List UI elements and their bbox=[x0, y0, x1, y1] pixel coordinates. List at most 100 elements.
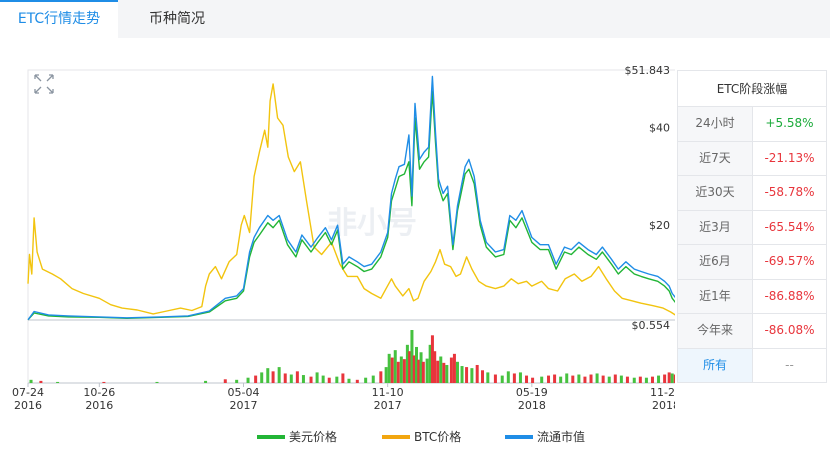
volume-bar bbox=[559, 376, 563, 383]
series-line-1 bbox=[27, 83, 675, 316]
volume-bar bbox=[601, 375, 605, 383]
x-tick-label: 07-24 bbox=[12, 386, 44, 399]
table-row: 近6月 -69.57% bbox=[678, 245, 827, 280]
volume-bar bbox=[525, 375, 529, 383]
volume-bar bbox=[271, 371, 275, 383]
volume-bar bbox=[657, 375, 661, 383]
volume-bar bbox=[433, 351, 437, 383]
series-line-0 bbox=[27, 90, 675, 321]
x-tick-label: 11-25 bbox=[650, 386, 675, 399]
x-tick-year: 2018 bbox=[652, 399, 675, 412]
price-chart: 非小号 $51.843$40$20$0.55407-24201610-26201… bbox=[12, 64, 675, 412]
legend-label-btc: BTC价格 bbox=[414, 430, 462, 444]
expand-icon[interactable] bbox=[32, 72, 56, 96]
volume-bar bbox=[223, 379, 227, 383]
tab-bar: ETC行情走势 币种简况 bbox=[0, 0, 830, 38]
period-change-value: -86.88% bbox=[753, 279, 827, 313]
volume-bar bbox=[565, 373, 569, 383]
volume-bar bbox=[387, 353, 391, 383]
volume-bar bbox=[632, 377, 636, 383]
legend-label-mcap: 流通市值 bbox=[537, 430, 586, 444]
etc-stage-change-table: ETC阶段涨幅 24小时 +5.58% 近7天 -21.13% 近30天 -58.78% 近… bbox=[677, 70, 827, 383]
volume-bar bbox=[408, 351, 412, 383]
volume-bar bbox=[321, 375, 325, 383]
period-change-value: -69.57% bbox=[753, 245, 827, 279]
volume-bar bbox=[309, 376, 313, 383]
volume-bar bbox=[452, 353, 456, 383]
period-label: 近30天 bbox=[678, 176, 753, 210]
volume-bar bbox=[650, 376, 654, 383]
volume-bar bbox=[428, 344, 432, 383]
volume-bar bbox=[613, 374, 617, 383]
legend-usd-price[interactable]: 美元价格 bbox=[257, 428, 337, 446]
period-change-value: +5.58% bbox=[753, 107, 827, 141]
volume-bar bbox=[430, 335, 434, 383]
volume-bar bbox=[410, 330, 414, 383]
volume-bar bbox=[289, 374, 293, 383]
legend-btc-price[interactable]: BTC价格 bbox=[382, 428, 461, 446]
volume-bar bbox=[155, 381, 159, 383]
volume-bar bbox=[405, 344, 409, 383]
y-axis-label: $51.843 bbox=[625, 64, 671, 77]
legend-swatch-usd bbox=[257, 434, 285, 439]
legend-swatch-btc bbox=[382, 434, 410, 439]
volume-bar bbox=[56, 381, 60, 383]
volume-bar bbox=[518, 372, 522, 383]
volume-bar bbox=[102, 381, 106, 383]
table-row: 今年来 -86.08% bbox=[678, 314, 827, 349]
period-label: 24小时 bbox=[678, 107, 753, 141]
volume-bar bbox=[379, 371, 383, 383]
volume-bar bbox=[393, 350, 397, 383]
volume-bar bbox=[455, 361, 459, 383]
volume-bar bbox=[384, 367, 388, 383]
volume-bar bbox=[547, 375, 551, 383]
volume-bar bbox=[540, 376, 544, 383]
volume-bar bbox=[421, 361, 425, 383]
period-label: 近3月 bbox=[678, 210, 753, 244]
legend-swatch-mcap bbox=[505, 434, 533, 439]
x-tick-label: 10-26 bbox=[83, 386, 115, 399]
period-label: 近1年 bbox=[678, 279, 753, 313]
volume-bar bbox=[670, 373, 674, 383]
tab-etc-price-trend[interactable]: ETC行情走势 bbox=[0, 0, 118, 38]
volume-bar bbox=[460, 366, 464, 383]
volume-bar bbox=[607, 376, 611, 383]
volume-bar bbox=[512, 373, 516, 383]
table-title: ETC阶段涨幅 bbox=[678, 71, 827, 107]
period-change-value: -65.54% bbox=[753, 210, 827, 244]
legend-market-cap[interactable]: 流通市值 bbox=[505, 428, 585, 446]
volume-bar bbox=[414, 346, 418, 383]
volume-bar bbox=[470, 368, 474, 383]
legend-label-usd: 美元价格 bbox=[289, 430, 338, 444]
x-tick-year: 2018 bbox=[518, 399, 546, 412]
x-tick-year: 2016 bbox=[14, 399, 42, 412]
volume-bar bbox=[577, 374, 581, 383]
chart-legend: 美元价格 BTC价格 流通市值 bbox=[0, 428, 830, 446]
volume-bar bbox=[412, 355, 416, 383]
period-change-value: -58.78% bbox=[753, 176, 827, 210]
volume-bar bbox=[663, 374, 667, 383]
period-change-value: -21.13% bbox=[753, 141, 827, 175]
period-label: 近6月 bbox=[678, 245, 753, 279]
series-line-2 bbox=[27, 75, 675, 321]
volume-bar bbox=[625, 376, 629, 383]
period-label[interactable]: 所有 bbox=[678, 348, 753, 382]
volume-bar bbox=[315, 372, 319, 383]
table-row: 近30天 -58.78% bbox=[678, 176, 827, 211]
volume-bar bbox=[254, 375, 258, 383]
x-tick-year: 2017 bbox=[374, 399, 402, 412]
volume-bar bbox=[439, 356, 443, 383]
volume-bar bbox=[589, 374, 593, 383]
volume-bar bbox=[246, 377, 250, 383]
tab-coin-overview[interactable]: 币种简况 bbox=[149, 11, 205, 27]
volume-bar bbox=[449, 357, 453, 383]
volume-bar bbox=[29, 379, 33, 383]
volume-bar bbox=[371, 375, 375, 383]
period-label: 今年来 bbox=[678, 314, 753, 348]
watermark: 非小号 bbox=[327, 206, 417, 241]
volume-bar bbox=[39, 380, 43, 383]
x-tick-year: 2017 bbox=[229, 399, 257, 412]
volume-bar bbox=[531, 377, 535, 383]
volume-bar bbox=[445, 364, 449, 383]
volume-bar bbox=[335, 376, 339, 383]
